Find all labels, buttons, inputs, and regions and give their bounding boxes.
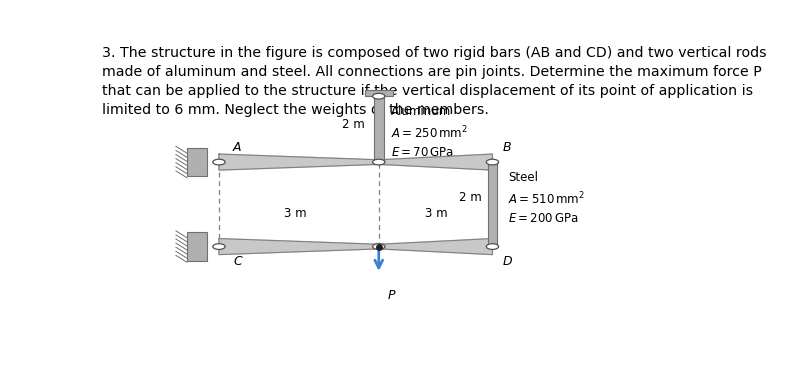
Circle shape bbox=[213, 159, 225, 165]
Bar bbox=[365, 90, 393, 96]
Polygon shape bbox=[219, 238, 492, 254]
Text: 2 m: 2 m bbox=[458, 191, 481, 204]
Circle shape bbox=[213, 244, 225, 250]
Polygon shape bbox=[219, 154, 492, 170]
Text: B: B bbox=[503, 141, 511, 154]
Text: 3 m: 3 m bbox=[424, 207, 447, 220]
Text: 3 m: 3 m bbox=[285, 207, 307, 220]
Text: D: D bbox=[503, 255, 512, 268]
Circle shape bbox=[486, 244, 499, 250]
Circle shape bbox=[373, 244, 385, 250]
Text: A: A bbox=[233, 141, 242, 154]
Circle shape bbox=[486, 159, 499, 165]
Circle shape bbox=[373, 159, 385, 165]
Bar bbox=[187, 148, 207, 176]
Text: Aluminum
$A = 250\,\mathrm{mm}^2$
$E = 70\,\mathrm{GPa}$: Aluminum $A = 250\,\mathrm{mm}^2$ $E = 7… bbox=[391, 105, 468, 159]
Text: C: C bbox=[233, 255, 242, 268]
Circle shape bbox=[373, 93, 385, 99]
Text: 3. The structure in the figure is composed of two rigid bars (AB and CD) and two: 3. The structure in the figure is compos… bbox=[102, 46, 767, 117]
Text: Steel
$A = 510\,\mathrm{mm}^2$
$E = 200\,\mathrm{GPa}$: Steel $A = 510\,\mathrm{mm}^2$ $E = 200\… bbox=[508, 171, 584, 225]
Bar bbox=[374, 96, 384, 162]
Bar bbox=[488, 162, 497, 247]
Bar bbox=[187, 232, 207, 261]
Text: 2 m: 2 m bbox=[342, 118, 365, 131]
Text: P: P bbox=[388, 289, 396, 302]
